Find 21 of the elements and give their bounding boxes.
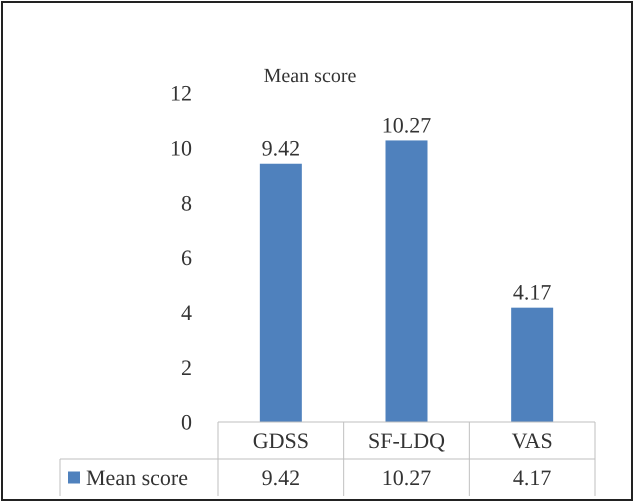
data-label: 10.27 <box>382 465 432 490</box>
y-tick-label: 6 <box>181 245 192 270</box>
y-tick-label: 8 <box>181 190 192 216</box>
y-tick-label: 4 <box>181 300 192 326</box>
data-label: 9.42 <box>262 465 300 490</box>
data-label: 4.17 <box>512 465 552 490</box>
y-tick-label: 0 <box>181 410 192 435</box>
annotation: 4.17 <box>512 280 552 305</box>
bar <box>260 164 302 422</box>
chart-title: Mean score <box>264 65 356 87</box>
y-tick-label: 10 <box>170 136 192 161</box>
y-tick-label: 12 <box>170 80 192 106</box>
y-tick-label: 2 <box>181 354 192 380</box>
legend-label: Mean score <box>86 465 188 490</box>
annotation: 9.42 <box>262 136 300 161</box>
x-tick-label: GDSS <box>252 428 309 454</box>
x-tick-label: SF-LDQ <box>368 428 446 454</box>
bar <box>511 308 554 422</box>
x-tick-label: VAS <box>512 428 553 454</box>
bar <box>386 140 428 422</box>
annotation: 10.27 <box>382 112 432 138</box>
